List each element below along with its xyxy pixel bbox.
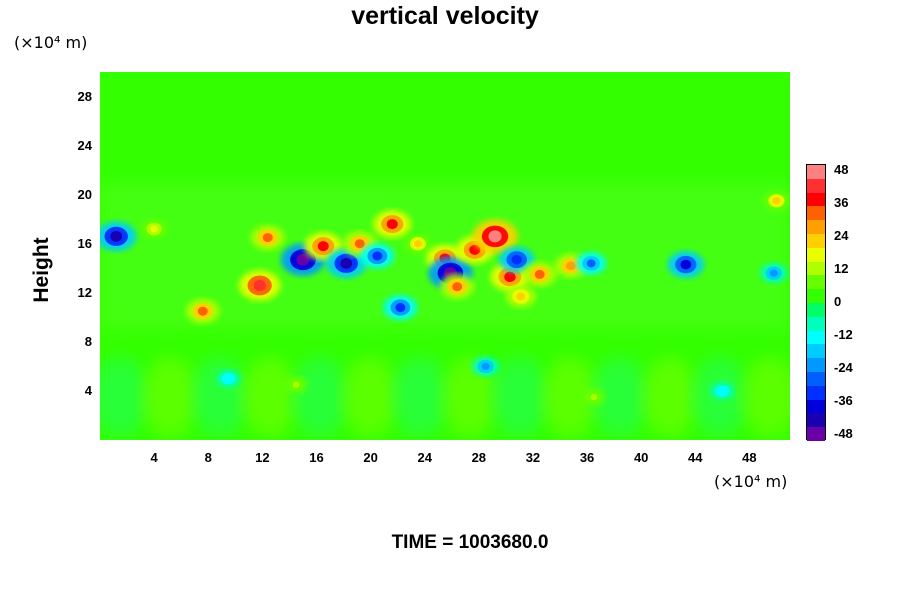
time-label: TIME = 1003680.0 [391,532,549,553]
velocity-feature-core [292,381,300,388]
y-tick-label: 12 [77,284,92,300]
colorbar-tick-label: 48 [834,162,849,177]
colorbar-tick-label: 36 [834,195,849,210]
colorbar-segment [807,289,825,304]
velocity-feature-core [516,292,526,301]
velocity-feature-core [769,269,778,277]
velocity-feature-core [317,241,329,252]
colorbar-segment [807,261,825,276]
x-tick-label: 36 [579,450,595,465]
low-level-texture [392,357,448,438]
low-level-texture [342,357,398,438]
y-tick-label: 4 [84,382,92,398]
velocity-feature-core [481,362,490,371]
colorbar-segment [807,178,825,194]
velocity-feature-core [488,230,502,243]
y-axis-unit: (×10⁴ m) [14,33,88,52]
colorbar-segment [807,234,825,249]
velocity-feature-core [386,219,398,230]
low-level-texture [592,357,648,438]
colorbar-segment [807,330,825,345]
colorbar-segment [807,413,825,428]
velocity-feature-core [511,255,522,265]
low-level-texture [442,357,498,438]
y-tick-label: 16 [77,235,92,251]
x-tick-label: 48 [742,450,757,465]
low-level-texture [492,357,548,438]
colorbar-segment [807,165,825,180]
plot-area [100,72,790,440]
x-tick-label: 40 [633,450,649,465]
x-tick-label: 28 [471,450,487,465]
velocity-feature-core [566,261,576,271]
velocity-feature-core [372,251,383,261]
heatmap-svg [100,182,790,438]
x-tick-label: 20 [363,450,378,465]
colorbar-segment [807,372,825,387]
y-tick-label: 24 [77,137,92,153]
colorbar-segment [807,399,825,414]
colorbar-segment [807,247,825,263]
colorbar-tick-label: 24 [834,228,849,243]
x-tick-label: 4 [150,450,158,465]
low-level-texture [142,357,198,438]
velocity-feature-core [590,394,598,401]
velocity-feature-core [340,258,353,269]
colorbar-segment [807,427,825,442]
velocity-feature-core [262,233,273,243]
chart-title: vertical velocity [351,2,539,30]
y-tick-label: 28 [77,88,92,104]
low-level-texture [100,357,148,438]
colorbar-tick-label: -36 [834,393,853,408]
velocity-feature-core [534,269,545,279]
velocity-feature-core [197,306,208,316]
low-level-texture [742,357,790,438]
x-tick-label: 24 [417,450,432,465]
x-tick-label: 32 [525,450,541,465]
low-level-texture [242,357,298,438]
low-level-texture [192,357,248,438]
colorbar-segment [807,192,825,207]
colorbar-tick-label: 0 [834,294,842,309]
y-axis-label: Height [30,237,53,303]
velocity-feature-core [469,244,481,255]
low-level-texture [292,357,348,438]
velocity-feature-core [680,259,692,270]
x-tick-label: 8 [204,450,212,465]
velocity-feature-core [296,253,310,266]
velocity-feature-core [772,197,781,205]
low-level-texture [642,357,698,438]
y-tick-label: 20 [77,186,92,202]
velocity-feature-core [718,387,726,395]
colorbar-segment [807,206,825,221]
velocity-feature-core [110,231,123,242]
colorbar-segment [807,275,825,290]
x-tick-label: 16 [309,450,324,465]
x-tick-label: 44 [688,450,703,465]
x-tick-label: 12 [255,450,270,465]
colorbar-segment [807,220,825,235]
x-axis-unit: (×10⁴ m) [714,472,788,491]
velocity-feature-core [395,303,406,313]
velocity-feature-core [586,259,596,268]
velocity-feature-core [150,225,158,233]
velocity-feature-core [253,279,266,291]
colorbar-segment [807,344,825,359]
y-tick-label: 8 [84,333,92,349]
colorbar-tick-label: -48 [834,426,853,441]
colorbar-tick-label: -12 [834,327,853,342]
colorbar [806,164,826,442]
colorbar-segment [807,358,825,373]
velocity-feature-core [413,240,422,248]
velocity-feature-core [452,282,463,292]
colorbar-segment [807,316,825,332]
low-level-texture [542,357,598,438]
velocity-feature-core [354,239,365,249]
colorbar-tick-label: 12 [834,261,849,276]
velocity-feature-core [504,271,516,283]
velocity-feature-core [225,375,233,382]
colorbar-segment [807,303,825,318]
colorbar-segment [807,385,825,401]
colorbar-tick-label: -24 [834,360,853,375]
